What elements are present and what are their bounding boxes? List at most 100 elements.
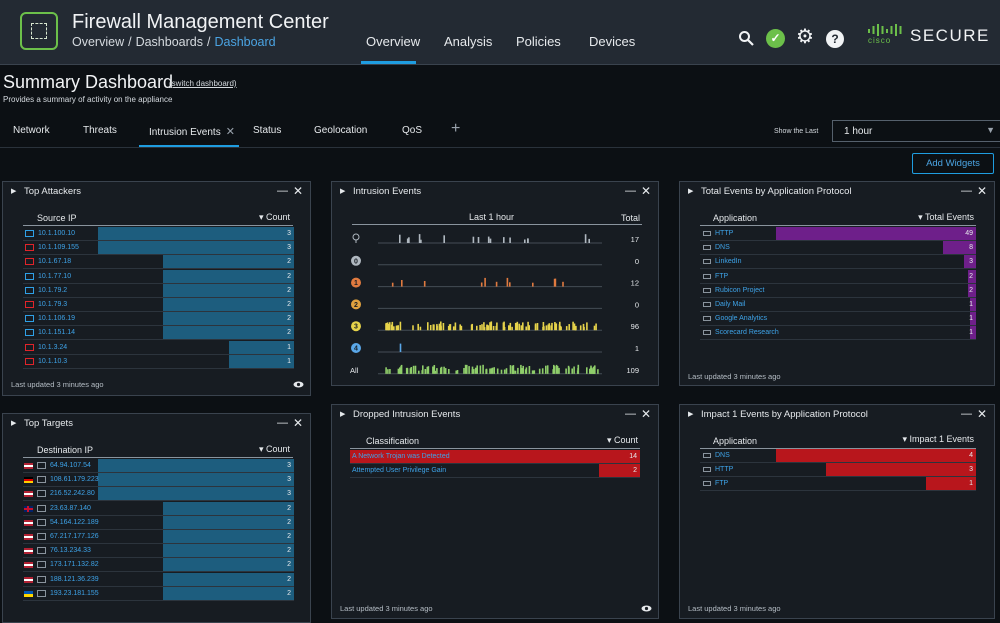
row-name-link[interactable]: HTTP	[715, 466, 734, 474]
breadcrumb-overview[interactable]: Overview	[72, 35, 125, 49]
table-row[interactable]: FTP 1	[700, 477, 976, 492]
ip-address-link[interactable]: 67.217.177.126	[50, 533, 99, 540]
row-name-link[interactable]: FTP	[715, 272, 729, 280]
fmc-logo-icon[interactable]	[20, 12, 58, 50]
breadcrumb-dashboards[interactable]: Dashboards	[135, 35, 203, 49]
ip-address-link[interactable]: 10.1.100.10	[38, 230, 75, 237]
collapse-caret-icon[interactable]: ▶	[11, 420, 17, 427]
row-name-link[interactable]: FTP	[715, 480, 729, 488]
table-row[interactable]: 10.1.67.18 2	[23, 255, 294, 270]
gear-icon[interactable]: ⚙	[796, 26, 814, 48]
table-row[interactable]: 64.94.107.54 3	[23, 459, 294, 473]
table-row[interactable]: 10.1.79.2 2	[23, 283, 294, 298]
table-row[interactable]: Attempted User Privilege Gain 2	[350, 464, 640, 479]
search-icon[interactable]	[738, 30, 754, 46]
switch-dashboard-link[interactable]: (switch dashboard)	[169, 79, 237, 88]
table-row[interactable]: 10.1.151.14 2	[23, 326, 294, 341]
close-icon[interactable]: ✕	[976, 407, 987, 421]
ip-address-link[interactable]: 10.1.3.24	[38, 343, 68, 351]
ip-address-link[interactable]: 54.164.122.189	[50, 518, 99, 526]
table-row[interactable]: Daily Mail 1	[700, 298, 976, 312]
minimize-icon[interactable]: —	[625, 408, 636, 420]
nav-policies[interactable]: Policies	[516, 34, 561, 49]
col-impact-events[interactable]: ▾ Impact 1 Events	[902, 434, 974, 445]
table-row[interactable]: DNS 8	[700, 241, 976, 256]
row-name-link[interactable]: LinkedIn	[715, 258, 742, 266]
nav-analysis[interactable]: Analysis	[444, 34, 493, 49]
col-total-events[interactable]: ▾ Total Events	[918, 212, 974, 223]
row-name-link[interactable]: Rubicon Project	[715, 286, 765, 294]
table-row[interactable]: Rubicon Project 2	[700, 283, 976, 298]
table-row[interactable]: 10.1.79.3 2	[23, 298, 294, 312]
table-row[interactable]: FTP 2	[700, 269, 976, 284]
ip-address-link[interactable]: 193.23.181.155	[50, 589, 99, 597]
col-application[interactable]: Application	[713, 213, 758, 223]
table-row[interactable]: 76.13.234.33 2	[23, 544, 294, 559]
table-row[interactable]: Google Analytics 1	[700, 312, 976, 327]
ip-address-link[interactable]: 64.94.107.54	[50, 462, 91, 469]
table-row[interactable]: 10.1.109.155 3	[23, 241, 294, 256]
ip-address-link[interactable]: 10.1.77.10	[38, 272, 72, 280]
row-name-link[interactable]: Google Analytics	[715, 315, 768, 323]
table-row[interactable]: HTTP 49	[700, 227, 976, 241]
table-row[interactable]: 216.52.242.80 3	[23, 487, 294, 502]
row-name-link[interactable]: Scorecard Research	[715, 329, 779, 337]
row-name-link[interactable]: A Network Trojan was Detected	[352, 453, 450, 460]
eye-icon[interactable]	[641, 605, 652, 612]
table-row[interactable]: 10.1.10.3 1	[23, 354, 294, 369]
row-name-link[interactable]: DNS	[715, 244, 730, 252]
ip-address-link[interactable]: 10.1.106.19	[38, 315, 75, 323]
table-row[interactable]: 173.171.132.82 2	[23, 558, 294, 573]
add-tab-icon[interactable]: +	[451, 120, 461, 137]
minimize-icon[interactable]: —	[277, 417, 288, 429]
minimize-icon[interactable]: —	[961, 408, 972, 420]
nav-devices[interactable]: Devices	[589, 34, 636, 49]
col-source-ip[interactable]: Source IP	[37, 213, 77, 223]
close-tab-icon[interactable]: ✕	[225, 126, 235, 138]
collapse-caret-icon[interactable]: ▶	[11, 188, 17, 195]
table-row[interactable]: 10.1.106.19 2	[23, 312, 294, 327]
status-ok-icon[interactable]: ✓	[766, 29, 785, 48]
tab-geolocation[interactable]: Geolocation	[314, 125, 368, 136]
close-icon[interactable]: ✕	[976, 184, 987, 198]
row-name-link[interactable]: Attempted User Privilege Gain	[352, 467, 447, 475]
table-row[interactable]: LinkedIn 3	[700, 255, 976, 270]
close-icon[interactable]: ✕	[292, 184, 303, 198]
collapse-caret-icon[interactable]: ▶	[340, 188, 346, 195]
ip-address-link[interactable]: 10.1.151.14	[38, 329, 75, 337]
table-row[interactable]: 108.61.179.223 3	[23, 473, 294, 488]
table-row[interactable]: 10.1.77.10 2	[23, 269, 294, 284]
minimize-icon[interactable]: —	[277, 185, 288, 197]
col-application[interactable]: Application	[713, 436, 758, 446]
collapse-caret-icon[interactable]: ▶	[688, 188, 694, 195]
tab-qos[interactable]: QoS	[402, 125, 423, 136]
row-name-link[interactable]: Daily Mail	[715, 301, 746, 308]
ip-address-link[interactable]: 10.1.79.3	[38, 301, 68, 308]
ip-address-link[interactable]: 10.1.79.2	[38, 286, 68, 294]
help-icon[interactable]: ?	[826, 30, 844, 48]
ip-address-link[interactable]: 10.1.10.3	[38, 357, 68, 365]
table-row[interactable]: 188.121.36.239 2	[23, 572, 294, 587]
table-row[interactable]: 193.23.181.155 2	[23, 586, 294, 601]
minimize-icon[interactable]: —	[961, 185, 972, 197]
time-range-select[interactable]: 1 hour ▼	[832, 120, 1000, 142]
col-count[interactable]: ▾ Count	[607, 435, 638, 446]
row-name-link[interactable]: HTTP	[715, 230, 734, 237]
ip-address-link[interactable]: 173.171.132.82	[50, 561, 99, 569]
tab-threats[interactable]: Threats	[83, 125, 117, 136]
col-classification[interactable]: Classification	[366, 436, 420, 446]
table-row[interactable]: HTTP 3	[700, 463, 976, 478]
nav-overview[interactable]: Overview	[366, 34, 421, 49]
ip-address-link[interactable]: 76.13.234.33	[50, 547, 91, 555]
ip-address-link[interactable]: 216.52.242.80	[50, 490, 95, 498]
close-icon[interactable]: ✕	[640, 184, 651, 198]
ip-address-link[interactable]: 23.63.87.140	[50, 504, 91, 512]
tab-intrusion-events[interactable]: Intrusion Events ✕	[149, 125, 235, 138]
table-row[interactable]: A Network Trojan was Detected 14	[350, 450, 640, 464]
add-widgets-button[interactable]: Add Widgets	[912, 153, 994, 174]
ip-address-link[interactable]: 10.1.109.155	[38, 244, 79, 252]
table-row[interactable]: 54.164.122.189 2	[23, 515, 294, 530]
col-destination-ip[interactable]: Destination IP	[37, 445, 94, 455]
close-icon[interactable]: ✕	[292, 416, 303, 430]
table-row[interactable]: 67.217.177.126 2	[23, 530, 294, 544]
